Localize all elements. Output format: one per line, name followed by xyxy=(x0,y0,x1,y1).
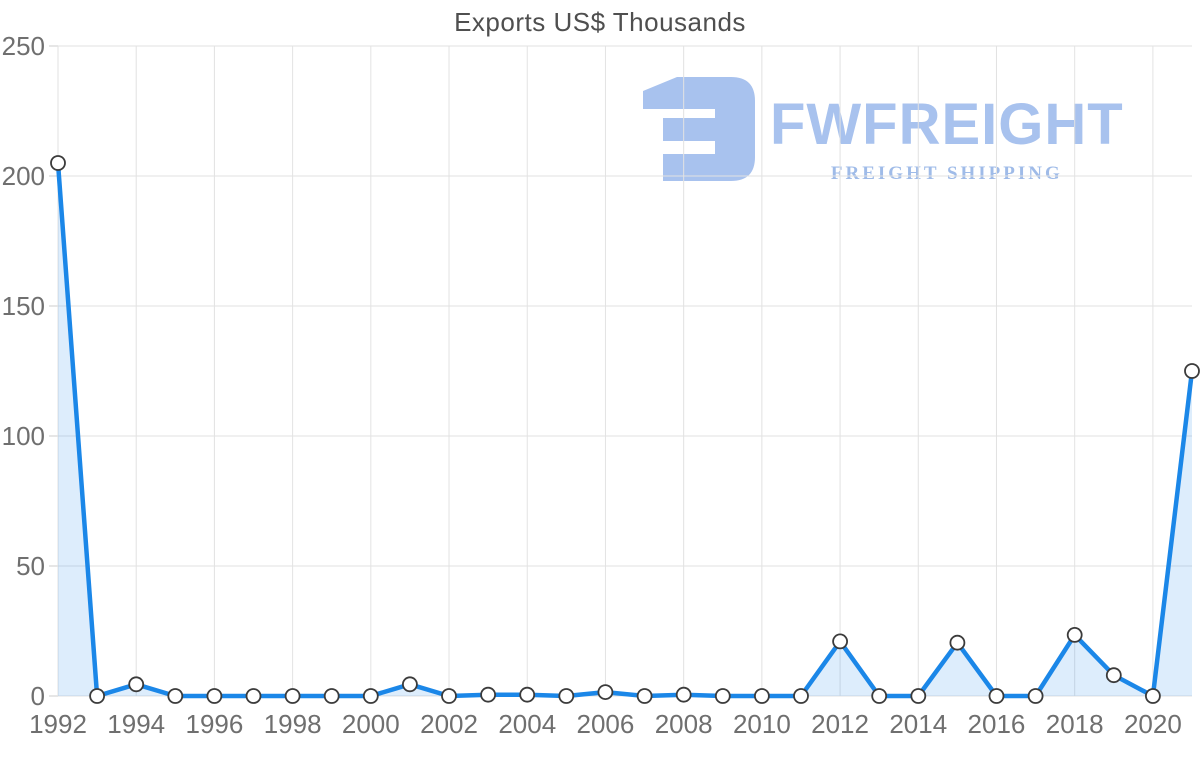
series-line xyxy=(55,160,1195,699)
data-point xyxy=(323,688,340,704)
x-tick-label: 2016 xyxy=(968,709,1026,739)
data-point xyxy=(284,688,301,704)
data-point xyxy=(675,686,692,703)
data-point xyxy=(206,688,223,704)
brand-tagline: FREIGHT SHIPPING xyxy=(830,163,1063,184)
data-point xyxy=(793,688,809,704)
y-tick-label: 250 xyxy=(2,31,45,61)
data-point xyxy=(1027,688,1044,704)
brand-name: FWFREIGHT xyxy=(770,92,1124,157)
data-point xyxy=(362,688,379,704)
x-tick-label: 2000 xyxy=(342,709,400,739)
y-tick-label: 50 xyxy=(16,551,45,581)
y-tick-label: 0 xyxy=(31,681,45,711)
data-point xyxy=(50,155,66,171)
data-point xyxy=(480,686,497,703)
data-point xyxy=(1184,363,1200,379)
data-point xyxy=(245,688,262,704)
y-tick-label: 150 xyxy=(2,291,45,321)
data-point xyxy=(754,688,770,704)
data-point xyxy=(401,676,418,693)
data-point xyxy=(89,688,105,704)
brand-watermark: FWFREIGHT FREIGHT SHIPPING xyxy=(643,74,1124,185)
data-point xyxy=(949,634,966,651)
x-tick-label: 2002 xyxy=(420,709,478,739)
y-tick-label: 100 xyxy=(2,421,45,451)
data-point xyxy=(1105,667,1122,684)
data-point xyxy=(1145,688,1161,704)
x-tick-label: 2008 xyxy=(655,709,713,739)
data-point xyxy=(988,688,1005,704)
data-point xyxy=(441,688,457,704)
fwfreight-logo-icon xyxy=(643,77,755,181)
data-point xyxy=(1066,627,1083,643)
data-point xyxy=(558,688,575,704)
data-point xyxy=(832,633,848,650)
x-tick-label: 1992 xyxy=(29,709,87,739)
data-point xyxy=(636,688,653,704)
brand-text-block: FWFREIGHT FREIGHT SHIPPING xyxy=(770,74,1124,185)
x-tick-label: 2004 xyxy=(498,709,556,739)
x-tick-label: 2012 xyxy=(811,709,869,739)
data-point xyxy=(910,688,927,704)
x-tick-label: 2010 xyxy=(733,709,791,739)
data-point xyxy=(128,676,145,693)
x-tick-label: 1996 xyxy=(185,709,243,739)
area-fill xyxy=(58,163,1192,696)
data-point xyxy=(519,686,536,703)
x-tick-label: 2018 xyxy=(1046,709,1104,739)
x-tick-label: 2020 xyxy=(1124,709,1182,739)
data-point xyxy=(167,688,184,704)
y-tick-label: 200 xyxy=(2,161,45,191)
x-tick-label: 2006 xyxy=(577,709,635,739)
x-tick-label: 1998 xyxy=(264,709,322,739)
data-point xyxy=(714,688,731,704)
x-tick-label: 1994 xyxy=(107,709,165,739)
chart-title: Exports US$ Thousands xyxy=(454,7,746,37)
x-tick-label: 2014 xyxy=(889,709,947,739)
data-point xyxy=(871,688,888,704)
data-point xyxy=(597,684,614,700)
